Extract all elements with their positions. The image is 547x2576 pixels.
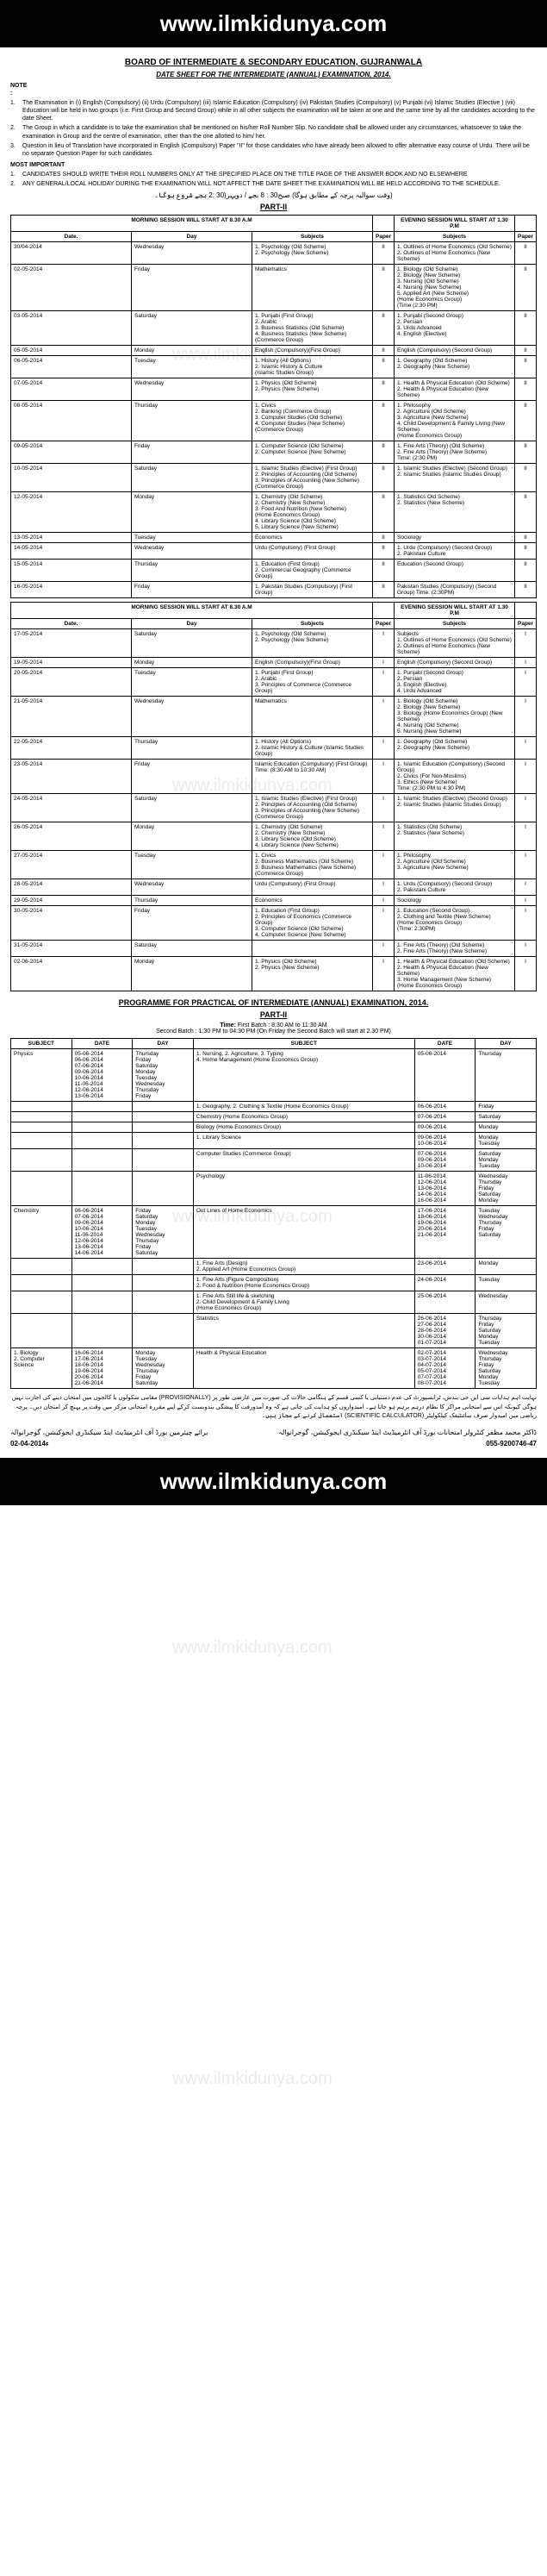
p-subject2: SUBJECT [193,1039,414,1049]
table-row: 05-05-2014MondayEnglish (Compulsory)(Fir… [11,346,537,356]
notes-section: NOTE : 1.The Examination in (i) English … [10,82,537,158]
table-row: 1. Library Science09-06-201410-06-2014Mo… [11,1133,537,1149]
table-row: 02-06-2014Monday1. Physics (Old Scheme)2… [11,957,537,991]
col-paper-e: Paper [515,619,537,629]
table-row: Chemistry (Home Economics Group)07-06-20… [11,1112,537,1122]
table-row: 1. Biology2. Computer Science16-06-20141… [11,1348,537,1389]
col-paper-m: Paper [373,619,395,629]
part2-heading: PART-II [10,203,537,211]
p-date: DATE [71,1039,133,1049]
table-row: 1. Fine Arts (Figure Composition)2. Food… [11,1275,537,1291]
important-item: 2.ANY GENERAL/LOCAL HOLIDAY DURING THE E… [10,180,537,188]
table-row: 30-05-2014Friday1. Education (First Grou… [11,906,537,941]
table-row: 15-05-2014Thursday1. Education (First Gr… [11,560,537,582]
table-row: 12-05-2014Monday1. Chemistry (Old Scheme… [11,492,537,533]
table-row: Statistics26-06-201427-06-201428-06-2014… [11,1314,537,1348]
col-day: Day [132,619,252,629]
batch1-text: First Batch : 8:30 AM to 11:30 AM [238,1022,327,1029]
col-subj-m: Subjects [252,619,373,629]
morning2-head: MORNING SESSION WILL START AT 8.30 A.M [11,216,373,232]
batch-info: Time: First Batch : 8:30 AM to 11:30 AM … [10,1022,537,1035]
col-paper-e: Paper [515,232,537,242]
table-row: 02-05-2014FridayMathematicsII1. Biology … [11,265,537,311]
batch2-text: Second Batch : 1:30 PM to 04:30 PM (On F… [156,1029,391,1035]
table-row: 29-05-2014ThursdayEconomicsISociologyI [11,896,537,906]
table-row: Computer Studies (Commerce Group)07-06-2… [11,1149,537,1172]
col-subj-m: Subjects [252,232,373,242]
table-row: 23-05-2014FridayIslamic Education (Compu… [11,760,537,794]
date-phone-row: 02-04-2014ء 055-9200746-47 [10,1440,537,1447]
watermark: www.ilmkidunya.com [172,2069,333,2089]
note-label: NOTE : [10,82,22,97]
part1-table: MORNING SESSION WILL START AT 8.30 A.M E… [10,602,537,991]
table-row: 27-05-2014Tuesday1. Civics2. Business Ma… [11,851,537,879]
p-subject: SUBJECT [11,1039,72,1049]
sig-left: برائے چیئرمین بورڈ آف انٹرمیڈیٹ اینڈ سیک… [10,1429,208,1436]
urdu-notice: نہایت اہم ہدایات سی این جی بندش، ٹرانسپو… [10,1394,537,1422]
morning1-head: MORNING SESSION WILL START AT 8.30 A.M [11,603,373,619]
table-row: 16-05-2014Friday1. Pakistan Studies (Com… [11,582,537,598]
table-row: 03-05-2014Saturday1. Punjabi (First Grou… [11,311,537,346]
table-row: 30/04-2014Wednesday1. Psychology (Old Sc… [11,242,537,265]
evening2-head: EVENING SESSION WILL START AT 1.30 P.M [395,216,515,232]
table-row: 26-05-2014Monday1. Chemistry (Old Scheme… [11,822,537,851]
col-date: Date. [11,619,132,629]
table-row: 1. Fine Arts (Design)2. Applied Art (Hom… [11,1259,537,1275]
table-row: 28-05-2014WednesdayUrdu (Compulsory) (Fi… [11,879,537,896]
top-watermark-bar: www.ilmkidunya.com [0,0,547,47]
table-row: 19-05-2014MondayEnglish (Compulsory)(Fir… [11,658,537,668]
p-day2: DAY [476,1039,537,1049]
datesheet-title: DATE SHEET FOR THE INTERMEDIATE (ANNUAL)… [10,71,537,78]
evening1-head: EVENING SESSION WILL START AT 1.30 P.M [395,603,515,619]
practical-title: PROGRAMME FOR PRACTICAL OF INTERMEDIATE … [10,998,537,1007]
sig-right: ڈاکٹر محمد مظفر کنٹرولر امتحانات بورڈ آف… [278,1429,537,1436]
table-row: 24-05-2014Saturday1. Islamic Studies (El… [11,794,537,822]
table-row: Physics05-06-201406-06-201407-06-201409-… [11,1049,537,1102]
col-paper-m: Paper [373,232,395,242]
urdu-time-note: (وقت سوالیہ پرچہ کے مطابق ہوگا) صبح30 : … [10,191,537,199]
table-row: 09-05-2014Friday1. Computer Science (Old… [11,441,537,464]
table-row: 10-05-2014Saturday1. Islamic Studies (El… [11,464,537,492]
note-item: 2.The Group in which a candidate is to t… [10,124,537,140]
part2-table: MORNING SESSION WILL START AT 8.30 A.M E… [10,215,537,598]
important-item: 1.CANDIDATES SHOULD WRITE THEIR ROLL NUM… [10,171,537,178]
table-row: Biology (Home Economics Group)09-06-2014… [11,1122,537,1133]
col-subj-e: Subjects [395,619,515,629]
table-row: 13-05-2014TuesdayEconomicsIISociologyII [11,533,537,543]
table-row: 08-05-2014Thursday1. Civics2. Banking (C… [11,401,537,441]
p-day: DAY [133,1039,194,1049]
board-title: BOARD OF INTERMEDIATE & SECONDARY EDUCAT… [10,58,537,67]
table-row: 17-05-2014Saturday1. Psychology (Old Sch… [11,629,537,658]
important-section: MOST IMPORTANT 1.CANDIDATES SHOULD WRITE… [10,161,537,188]
table-row: 31-05-2014SaturdayI1. Fine Arts (Theory)… [11,941,537,957]
table-row: 20-05-2014Tuesday1. Punjabi (First Group… [11,668,537,697]
issue-date: 02-04-2014ء [10,1440,49,1447]
practical-part: PART-II [10,1010,537,1019]
table-row: 07-05-2014Wednesday1. Physics (Old Schem… [11,378,537,401]
p-date2: DATE [414,1039,476,1049]
table-row: Psychology11-06-201412-06-201413-06-2014… [11,1172,537,1206]
note-item: 3.Question in lieu of Translation have i… [10,142,537,158]
table-row: 14-05-2014WednesdayUrdu (Compulsory) (Fi… [11,543,537,560]
bottom-watermark-bar: www.ilmkidunya.com [0,1458,547,1505]
watermark: www.ilmkidunya.com [172,1638,333,1658]
col-day: Day [132,232,252,242]
table-row: 21-05-2014WednesdayMathematicsI1. Biolog… [11,697,537,737]
batch-label: Time: [220,1022,236,1029]
signatures: برائے چیئرمین بورڈ آف انٹرمیڈیٹ اینڈ سیک… [10,1429,537,1436]
document-body: BOARD OF INTERMEDIATE & SECONDARY EDUCAT… [0,47,547,1458]
practical-table: SUBJECT DATE DAY SUBJECT DATE DAY Physic… [10,1038,537,1389]
table-row: 1. Geography, 2. Clothing & Textile (Hom… [11,1102,537,1112]
table-row: Chemistry06-06-201407-06-201409-06-20141… [11,1206,537,1259]
note-item: 1.The Examination in (i) English (Compul… [10,99,537,122]
col-subj-e: Subjects [395,232,515,242]
important-label: MOST IMPORTANT [10,162,65,168]
table-row: 1. Fine Arts Still life & sketching2. Ch… [11,1291,537,1314]
phone: 055-9200746-47 [486,1440,537,1447]
table-row: 22-05-2014Thursday1. History (All Option… [11,737,537,760]
table-row: 06-05-2014Tuesday1. History (All Options… [11,356,537,378]
col-date: Date. [11,232,132,242]
